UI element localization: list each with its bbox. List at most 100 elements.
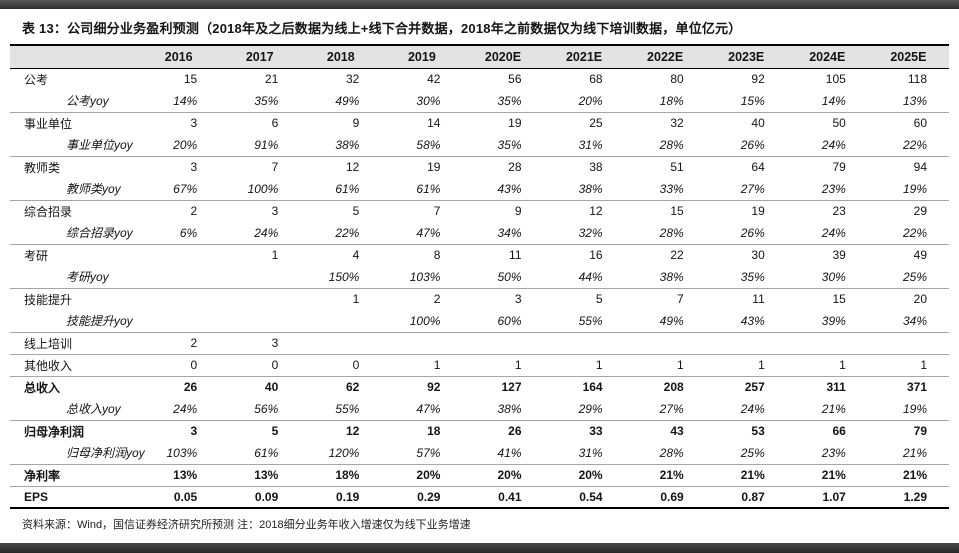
row-label: 教师类yoy	[10, 178, 139, 201]
cell-value: 1	[624, 354, 706, 377]
cell-value: 257	[744, 380, 765, 395]
row-label: 综合招录yoy	[10, 222, 139, 245]
row-label: 净利率	[10, 464, 139, 487]
row-label: 教师类	[24, 160, 61, 175]
cell-value: 25%	[867, 266, 949, 289]
cell-value: 3	[190, 424, 198, 439]
cell-value: 26	[183, 380, 198, 395]
cell-value: 24%	[138, 398, 220, 421]
cell-value: 1	[462, 354, 544, 377]
cell-value	[138, 288, 219, 310]
cell-value	[543, 332, 625, 355]
cell-value: 1.29	[867, 486, 949, 509]
cell-value: 1	[705, 354, 787, 377]
table-row: 事业单位 3 6 9 14 19 25 32 40 50 60	[10, 112, 949, 134]
cell-value	[462, 332, 544, 355]
cell-value: 38%	[300, 134, 382, 157]
row-label: 技能提升yoy	[10, 310, 139, 333]
cell-value: 24%	[705, 398, 787, 421]
cell-value: 38%	[462, 398, 544, 421]
table-title: 表 13：公司细分业务盈利预测（2018年及之后数据为线上+线下合并数据，201…	[22, 21, 742, 36]
cell-value: 15%	[705, 90, 787, 113]
cell-value: 24%	[219, 222, 301, 245]
year-column-header: 2021E	[543, 44, 625, 69]
year-column-header: 2017	[219, 44, 301, 69]
cell-value: 39	[832, 248, 846, 263]
cell-value: 9	[514, 204, 522, 219]
cell-value: 22%	[867, 222, 949, 245]
cell-value: 34%	[462, 222, 544, 245]
cell-value: 24%	[786, 134, 868, 157]
cell-value	[624, 332, 706, 355]
cell-value: 5	[352, 204, 360, 219]
cell-value: 7	[433, 204, 441, 219]
cell-value: 29	[913, 204, 927, 219]
cell-value: 20%	[543, 90, 625, 113]
table-body: 公考 15 21 32 42 56 68 80 92 105 118 公考yoy 14% 35% 49% 30…	[10, 68, 949, 509]
cell-value: 0.41	[462, 486, 544, 509]
cell-value: 30%	[786, 266, 868, 289]
cell-value: 0	[300, 354, 382, 377]
cell-value: 7	[676, 292, 684, 307]
cell-value: 14%	[138, 90, 220, 113]
table-row: 线上培训 2 3	[10, 332, 949, 355]
cell-value: 25%	[705, 442, 787, 465]
cell-value: 11	[752, 292, 765, 307]
report-table-section: 表 13：公司细分业务盈利预测（2018年及之后数据为线上+线下合并数据，201…	[0, 9, 959, 532]
cell-value: 311	[826, 380, 846, 395]
cell-value	[786, 332, 868, 355]
cell-value: 26	[508, 424, 522, 439]
cell-value: 49%	[300, 90, 382, 113]
cell-value: 8	[433, 248, 441, 263]
cell-value	[219, 288, 300, 310]
cell-value: 20%	[462, 464, 544, 487]
cell-value: 2	[190, 204, 198, 219]
cell-value: 103%	[381, 266, 463, 289]
cell-value: 0	[219, 354, 301, 377]
cell-value: 1	[352, 292, 360, 307]
cell-value	[138, 310, 220, 333]
cell-value: 3	[514, 292, 522, 307]
cell-value: 9	[352, 116, 360, 131]
cell-value: 60	[913, 116, 927, 131]
cell-value: 6	[271, 116, 279, 131]
cell-value: 31%	[543, 134, 625, 157]
row-label: 总收入	[24, 380, 61, 395]
row-label: 总收入yoy	[10, 398, 139, 421]
header-row: 2016 2017 2018 2019 2020E 2021E 2022E 2023E 2024…	[10, 44, 949, 69]
cell-value: 0.09	[219, 486, 301, 509]
cell-value: 35%	[219, 90, 301, 113]
cell-value: 29%	[543, 398, 625, 421]
year-column-header: 2019	[381, 44, 463, 69]
row-label: 技能提升	[24, 292, 73, 307]
cell-value: 3	[190, 116, 198, 131]
table-row: 考研 1 4 8 11 16 22 30 39 49	[10, 244, 949, 266]
cell-value: 61%	[300, 178, 382, 201]
cell-value: 127	[501, 380, 522, 395]
cell-value: 47%	[381, 222, 463, 245]
cell-value: 49%	[624, 310, 706, 333]
cell-value: 79	[913, 424, 927, 439]
cell-value	[705, 332, 787, 355]
cell-value: 23%	[786, 442, 868, 465]
cell-value: 57%	[381, 442, 463, 465]
cell-value: 12	[346, 424, 360, 439]
cell-value: 28%	[624, 222, 706, 245]
cell-value: 32	[670, 116, 684, 131]
cell-value: 1	[543, 354, 625, 377]
cell-value: 56%	[219, 398, 301, 421]
cell-value: 13%	[138, 464, 220, 487]
cell-value: 41%	[462, 442, 544, 465]
cell-value: 5	[595, 292, 603, 307]
cell-value: 23%	[786, 178, 868, 201]
cell-value: 15	[832, 292, 846, 307]
year-column-header: 2023E	[705, 44, 787, 69]
cell-value: 22%	[867, 134, 949, 157]
cell-value: 103%	[138, 442, 220, 465]
table-row: 公考 15 21 32 42 56 68 80 92 105 118	[10, 68, 949, 90]
table-row: 技能提升 1 2 3 5 7 11 15 20	[10, 288, 949, 310]
cell-value: 31%	[543, 442, 625, 465]
cell-value: 26%	[705, 134, 787, 157]
table-row: 综合招录yoy 6% 24% 22% 47% 34% 32% 28% 26% 24% 22%	[10, 222, 949, 245]
year-column-header: 2020E	[462, 44, 544, 69]
